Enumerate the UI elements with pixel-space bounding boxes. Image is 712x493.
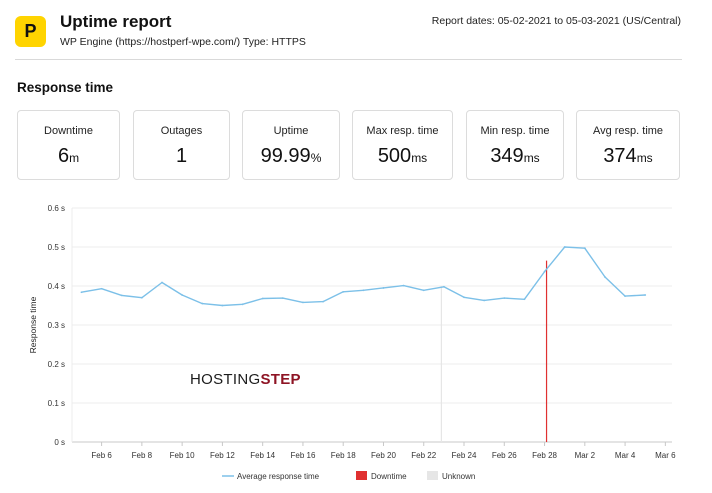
data-point: [483, 299, 486, 302]
y-tick-label: 0.6 s: [48, 204, 65, 213]
data-point: [281, 297, 284, 299]
stat-unit: m: [69, 151, 80, 165]
x-tick-label: Feb 12: [210, 451, 235, 460]
data-point: [362, 289, 365, 292]
logo-glyph: P: [24, 21, 37, 41]
stat-label: Downtime: [44, 125, 93, 137]
x-tick-label: Feb 10: [170, 451, 195, 460]
stat-card-uptime: Uptime 99.99%: [242, 110, 340, 180]
x-tick-label: Mar 6: [655, 451, 676, 460]
data-point: [80, 291, 83, 294]
legend-swatch-box: [356, 471, 367, 480]
data-point: [302, 301, 304, 304]
report-dates: Report dates: 05-02-2021 to 05-03-2021 (…: [431, 15, 681, 27]
watermark-part1: HOSTING: [190, 371, 261, 388]
stat-number: 1: [175, 145, 188, 167]
x-tick-label: Mar 4: [615, 451, 636, 460]
data-point: [442, 285, 445, 288]
stat-number: 500: [377, 145, 412, 167]
series-line-average-response-time: [81, 246, 646, 307]
data-point: [503, 297, 506, 299]
y-axis-label: Response time: [28, 296, 38, 353]
x-tick-label: Mar 2: [575, 451, 596, 460]
data-point: [261, 297, 264, 300]
data-point: [140, 296, 143, 299]
stat-unit: ms: [523, 151, 540, 165]
data-point: [402, 284, 405, 287]
data-point: [604, 276, 606, 278]
x-tick-label: Feb 28: [532, 451, 557, 460]
stat-unit: ms: [411, 151, 428, 165]
x-tick-label: Feb 18: [331, 451, 356, 460]
data-point: [342, 290, 345, 293]
data-point: [382, 287, 385, 289]
stat-number: 349: [490, 145, 524, 167]
page-subtitle: WP Engine (https://hostperf-wpe.com/) Ty…: [60, 36, 306, 48]
stat-unit: %: [310, 151, 322, 165]
data-point: [563, 246, 566, 248]
stat-card-outages: Outages 1: [133, 110, 230, 180]
legend-label: Average response time: [237, 472, 320, 481]
data-point: [161, 281, 163, 284]
data-point: [422, 289, 425, 292]
data-point: [241, 303, 244, 306]
stat-card-min-resp-time: Min resp. time 349ms: [466, 110, 564, 180]
stat-value: 99.99%: [243, 145, 339, 169]
stat-label: Avg resp. time: [592, 125, 664, 137]
x-tick-label: Feb 16: [290, 451, 315, 460]
data-point: [624, 295, 626, 298]
legend-label: Downtime: [371, 472, 407, 481]
response-time-chart: 0 s 0.1 s 0.2 s 0.3 s 0.4 s 0.5 s 0.6 s Respons…: [28, 204, 676, 481]
data-point: [221, 304, 224, 307]
app-logo: P: [15, 16, 46, 47]
x-tick-label: Feb 14: [250, 451, 275, 460]
stat-unit: ms: [636, 151, 653, 165]
x-tick-label: Feb 20: [371, 451, 396, 460]
x-tick-label: Feb 26: [492, 451, 517, 460]
stat-number: 374: [603, 145, 637, 167]
stat-value: 6m: [18, 145, 119, 169]
y-tick-label: 0.1 s: [48, 399, 65, 408]
data-point: [463, 296, 465, 299]
data-point: [644, 294, 647, 296]
stat-value: 1: [134, 145, 229, 169]
data-point: [543, 270, 546, 273]
x-tick-label: Feb 8: [132, 451, 153, 460]
stat-card-avg-resp-time: Avg resp. time 374ms: [576, 110, 680, 180]
watermark-part2: STEP: [260, 371, 301, 388]
header-divider: [15, 59, 682, 60]
data-point: [100, 287, 103, 290]
stat-card-max-resp-time: Max resp. time 500ms: [352, 110, 453, 180]
stat-value: 374ms: [577, 145, 679, 169]
legend-label: Unknown: [442, 472, 475, 481]
stat-label: Max resp. time: [366, 125, 439, 137]
page-title: Uptime report: [60, 12, 172, 31]
legend-swatch-box: [427, 471, 438, 480]
y-tick-label: 0.3 s: [48, 321, 65, 330]
y-tick-label: 0.2 s: [48, 360, 65, 369]
stat-label: Uptime: [273, 125, 309, 137]
hostingstep-watermark: HOSTINGSTEP: [190, 371, 301, 388]
stat-label: Outages: [160, 125, 203, 137]
y-tick-label: 0.5 s: [48, 243, 65, 252]
section-title: Response time: [17, 80, 114, 95]
data-point: [523, 298, 526, 301]
x-tick-label: Feb 22: [411, 451, 436, 460]
data-point: [583, 247, 586, 250]
y-tick-label: 0.4 s: [48, 282, 65, 291]
x-tick-label: Feb 24: [452, 451, 477, 460]
data-point: [201, 302, 204, 305]
stat-value: 349ms: [467, 145, 563, 169]
stat-value: 500ms: [353, 145, 452, 169]
data-point: [322, 300, 324, 303]
stat-number: 6: [57, 145, 70, 167]
stat-label: Min resp. time: [480, 125, 550, 137]
y-tick-label: 0 s: [54, 438, 65, 447]
data-point: [120, 294, 123, 297]
data-point: [181, 294, 184, 296]
x-tick-label: Feb 6: [91, 451, 112, 460]
stat-number: 99.99: [260, 145, 311, 167]
stat-card-downtime: Downtime 6m: [17, 110, 120, 180]
